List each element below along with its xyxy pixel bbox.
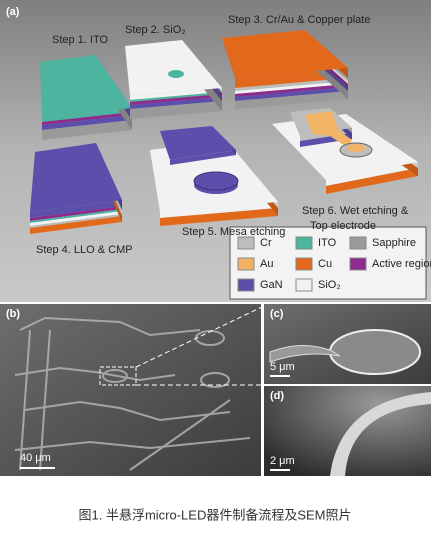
step-label: Top electrode: [310, 220, 376, 232]
panel-label: (d): [270, 390, 284, 402]
panel-b-bg: [0, 304, 261, 476]
legend-box: [229, 226, 427, 300]
legend-swatch: [295, 257, 313, 271]
layer-front: [30, 206, 122, 221]
legend-label: Cu: [318, 258, 332, 270]
legend-label: Cr: [260, 237, 272, 249]
layer-front: [130, 97, 222, 109]
layer-front: [30, 216, 122, 234]
layer-front: [130, 101, 222, 119]
layer-front: [235, 78, 348, 91]
layer-front: [130, 88, 222, 100]
zoom-box: [99, 366, 137, 386]
panel-label: (c): [270, 308, 284, 320]
layer-top: [125, 40, 222, 96]
panel-label: (b): [6, 308, 20, 320]
layer-front: [326, 168, 418, 194]
legend-swatch: [237, 257, 255, 271]
ito-dot: [168, 70, 184, 78]
layer-front: [160, 208, 278, 226]
sem-edge: [330, 392, 431, 476]
sem-bridge: [269, 345, 341, 363]
legend-swatch: [349, 257, 367, 271]
sem-features: [14, 316, 251, 471]
layer-top: [30, 143, 122, 212]
layer-front: [130, 92, 222, 102]
caption: 图1. 半悬浮micro-LED器件制备流程及SEM照片: [78, 507, 351, 522]
layer-front: [42, 112, 132, 125]
panel-label: (a): [6, 6, 20, 18]
step-label: Step 3. Cr/Au & Copper plate: [228, 14, 370, 26]
layer-front: [160, 202, 278, 218]
legend-swatch: [237, 236, 255, 250]
legend-swatch: [295, 236, 313, 250]
layer-front: [30, 211, 122, 226]
layer-front: [326, 162, 418, 186]
layer-front: [30, 209, 122, 223]
legend-swatch: [295, 278, 313, 292]
legend-label: Active region: [372, 258, 431, 270]
step-label: Step 6. Wet etching &: [302, 205, 409, 217]
layer-top: [40, 55, 132, 118]
scale-label: 40 μm: [20, 452, 51, 464]
step-label: Step 2. SiO₂: [125, 24, 186, 36]
legend-swatch: [237, 278, 255, 292]
legend-label: Sapphire: [372, 237, 416, 249]
layer-top: [222, 30, 348, 78]
layer-front: [235, 84, 348, 97]
legend-label: GaN: [260, 279, 283, 291]
layer-front: [42, 115, 132, 130]
layer-front: [235, 81, 348, 94]
layer-front: [30, 200, 122, 218]
au-ring: [347, 144, 365, 152]
step-label: Step 4. LLO & CMP: [36, 244, 133, 256]
mesa-disk-top: [193, 171, 239, 191]
scale-label: 5 μm: [270, 361, 295, 373]
legend-label: Au: [260, 258, 273, 270]
legend-label: SiO₂: [318, 279, 341, 291]
layer-front: [30, 214, 122, 228]
layer-front: [42, 108, 132, 122]
legend-label: ITO: [318, 237, 337, 249]
layer-front: [42, 120, 132, 140]
legend-swatch: [349, 236, 367, 250]
step-label: Step 1. ITO: [52, 34, 108, 46]
layer-front: [130, 94, 222, 105]
step-label: Step 5. Mesa etching: [182, 226, 285, 238]
scale-label: 2 μm: [270, 455, 295, 467]
sem-disk: [329, 329, 421, 375]
au-electrode: [305, 111, 352, 148]
layer-front: [235, 91, 348, 109]
layer-top: [160, 126, 236, 160]
layer-front: [235, 87, 348, 101]
layer-front: [170, 150, 236, 165]
